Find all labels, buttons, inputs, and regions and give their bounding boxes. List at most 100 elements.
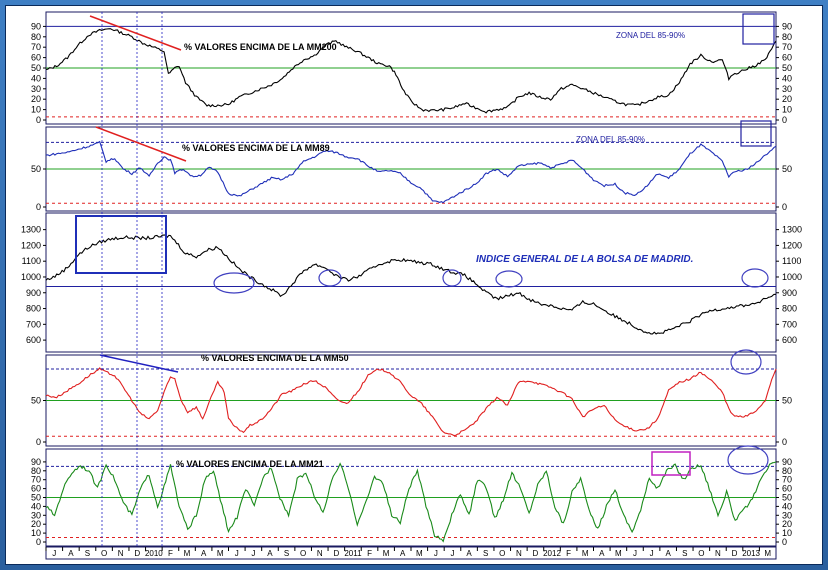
y-tick-right: 1200 (782, 240, 802, 250)
x-tick-label: O (101, 549, 107, 558)
x-tick-label: M (184, 549, 191, 558)
x-tick-label: M (217, 549, 224, 558)
y-tick-right: 800 (782, 304, 797, 314)
y-tick-right: 30 (782, 84, 792, 94)
highlight-ellipse (318, 269, 342, 287)
y-tick-right: 80 (782, 466, 792, 476)
y-tick-left: 40 (31, 73, 41, 83)
y-tick-left: 20 (31, 94, 41, 104)
y-tick-right: 700 (782, 319, 797, 329)
y-tick-right: 40 (782, 73, 792, 83)
x-tick-label: A (267, 549, 273, 558)
y-tick-right: 0 (782, 202, 787, 212)
y-tick-right: 10 (782, 528, 792, 538)
y-tick-right: 1300 (782, 225, 802, 235)
y-tick-right: 70 (782, 42, 792, 52)
series-line-index (45, 234, 777, 335)
series-line-mm21 (45, 461, 777, 543)
panel-index: 1300 1200 1100 1000 900 800 700 600 1300 1200 1100… (21, 212, 802, 353)
x-tick-label: M (416, 549, 423, 558)
y-tick-left: 50 (31, 493, 41, 503)
x-tick-label: 2011 (344, 549, 362, 558)
highlight-ellipse (730, 349, 762, 375)
x-tick-label: 2010 (145, 549, 163, 558)
x-tick-label: N (715, 549, 721, 558)
y-tick-right: 0 (782, 437, 787, 447)
y-tick-left: 0 (36, 115, 41, 125)
x-tick-label: A (665, 549, 671, 558)
trendline-mm50 (99, 354, 179, 373)
trendline-mm200 (89, 15, 182, 51)
x-tick-label: 2012 (543, 549, 561, 558)
y-tick-left: 50 (31, 396, 41, 406)
chart-area: 90 80 70 60 50 40 30 20 10 0 90 80 70 60 50 40 30 20 10 0% … (5, 5, 823, 565)
series-line-mm200 (45, 28, 777, 114)
x-tick-label: O (499, 549, 505, 558)
y-tick-right: 50 (782, 396, 792, 406)
x-tick-label: J (650, 549, 654, 558)
y-tick-right: 50 (782, 493, 792, 503)
y-tick-right: 50 (782, 63, 792, 73)
highlight-box (651, 451, 691, 476)
y-tick-left: 60 (31, 484, 41, 494)
y-tick-left: 1300 (21, 225, 41, 235)
y-tick-right: 30 (782, 510, 792, 520)
x-tick-label: D (134, 549, 140, 558)
y-tick-left: 90 (31, 457, 41, 467)
panel-title: % VALORES ENCIMA DE LA MM21 (176, 459, 324, 469)
x-tick-label: J (251, 549, 255, 558)
x-tick-label: 2013 (742, 549, 760, 558)
y-tick-left: 80 (31, 466, 41, 476)
panel-mm89: 50 0 50 0 % VALORES ENCIMA DE LA MM89 ZONA DE… (31, 126, 792, 212)
x-tick-label: F (566, 549, 571, 558)
y-tick-left: 30 (31, 510, 41, 520)
x-tick-label: J (235, 549, 239, 558)
y-tick-left: 70 (31, 475, 41, 485)
y-tick-left: 70 (31, 42, 41, 52)
x-tick-label: S (682, 549, 687, 558)
x-tick-label: S (483, 549, 488, 558)
y-tick-left: 30 (31, 84, 41, 94)
y-tick-left: 40 (31, 501, 41, 511)
highlight-ellipse (727, 445, 769, 475)
highlight-ellipse (741, 268, 769, 288)
trendline-mm89 (95, 126, 187, 162)
series-line-mm89 (45, 140, 777, 204)
y-tick-left: 90 (31, 21, 41, 31)
y-tick-left: 10 (31, 528, 41, 538)
y-tick-left: 50 (31, 63, 41, 73)
x-tick-label: A (466, 549, 472, 558)
y-tick-left: 900 (26, 288, 41, 298)
series-line-mm50 (45, 367, 777, 437)
y-tick-left: 1200 (21, 240, 41, 250)
top-range-box (75, 215, 167, 274)
panel-mm50: 50 0 50 0 % VALORES ENCIMA DE LA MM50 (31, 353, 792, 447)
x-tick-label: J (52, 549, 56, 558)
y-tick-left: 20 (31, 519, 41, 529)
y-tick-left: 80 (31, 32, 41, 42)
x-tick-label: D (333, 549, 339, 558)
x-tick-label: D (732, 549, 738, 558)
panel-title: % VALORES ENCIMA DE LA MM89 (182, 143, 330, 153)
x-tick-label: S (284, 549, 289, 558)
x-tick-label: A (599, 549, 605, 558)
y-tick-right: 1000 (782, 272, 802, 282)
x-tick-label: J (450, 549, 454, 558)
y-tick-left: 700 (26, 319, 41, 329)
x-tick-label: M (582, 549, 589, 558)
panel-mm200: 90807060504030201009080706050403020100% … (31, 11, 792, 125)
x-tick-label: A (400, 549, 406, 558)
multi-panel-chart: 90807060504030201009080706050403020100% … (21, 11, 802, 560)
y-tick-right: 60 (782, 484, 792, 494)
y-tick-left: 0 (36, 202, 41, 212)
y-tick-right: 600 (782, 335, 797, 345)
y-tick-left: 1100 (22, 256, 41, 266)
y-tick-right: 40 (782, 501, 792, 511)
highlight-ellipse (495, 270, 523, 288)
x-tick-label: M (764, 549, 771, 558)
x-axis: J A S O N D 2010 F M A M J J A S O N D 2011 F M A M J J A S O N D 2012… (45, 546, 777, 560)
y-tick-right: 10 (782, 105, 792, 115)
x-tick-label: M (615, 549, 622, 558)
x-tick-label: J (434, 549, 438, 558)
